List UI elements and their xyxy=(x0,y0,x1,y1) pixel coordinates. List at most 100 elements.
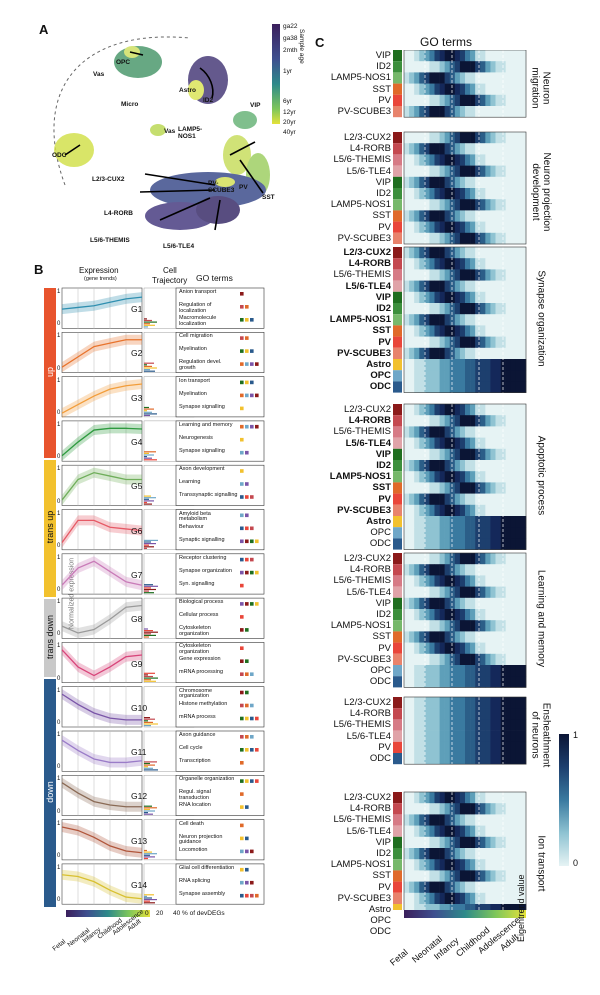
go-cell-swatch xyxy=(245,805,249,809)
heatmap-cell xyxy=(454,336,461,349)
heatmap-cell xyxy=(480,303,486,315)
heatmap-cell xyxy=(444,291,451,304)
celltype-row-label: LAMP5-NOS1 xyxy=(330,620,391,632)
heatmap-cell xyxy=(520,314,527,326)
heatmap-cell xyxy=(404,291,410,304)
heatmap-cell xyxy=(475,892,481,905)
heatmap-cell xyxy=(480,336,486,349)
heatmap-cell xyxy=(429,381,435,393)
heatmap-cell xyxy=(505,143,512,155)
celltype-color-tag xyxy=(393,94,402,106)
celltype-color-tag xyxy=(393,825,402,837)
heatmap-cell xyxy=(470,132,476,144)
heatmap-cell xyxy=(495,336,501,349)
heatmap-cell xyxy=(459,132,466,144)
heatmap-cell xyxy=(409,199,415,211)
heatmap-cell xyxy=(434,221,440,234)
heatmap-cell xyxy=(419,620,425,632)
go-cell-swatch xyxy=(245,867,249,872)
heatmap-cell xyxy=(510,538,517,550)
heatmap-cell xyxy=(409,314,415,326)
go-term-label: Behaviour xyxy=(179,523,204,530)
heatmap-cell xyxy=(454,132,461,144)
heatmap-cell xyxy=(475,165,481,178)
heatmap-cell xyxy=(414,792,420,804)
heatmap-cell xyxy=(510,892,517,905)
go-term-label: Cytoskeleton organization xyxy=(179,643,211,656)
heatmap-cell xyxy=(434,609,440,621)
heatmap-cell xyxy=(470,460,476,472)
heatmap-cell xyxy=(465,504,471,517)
trajectory-bar xyxy=(144,767,153,769)
heatmap-cell xyxy=(419,504,425,517)
go-cell-swatch xyxy=(240,779,244,783)
trajectory-bar xyxy=(144,680,156,682)
go-cell-swatch xyxy=(240,893,244,898)
heatmap-cell xyxy=(429,359,435,371)
heatmap-cell xyxy=(414,188,420,200)
heatmap-cell xyxy=(465,72,471,84)
heatmap-cell xyxy=(465,210,471,222)
trajectory-bar xyxy=(144,764,155,766)
heatmap-cell xyxy=(515,697,522,709)
trajectory-bar xyxy=(144,717,150,719)
heatmap-cell xyxy=(409,719,415,731)
heatmap-cell xyxy=(454,597,461,610)
heatmap-cell xyxy=(444,631,451,643)
heatmap-cell xyxy=(495,697,501,709)
celltype-color-tag xyxy=(393,437,402,449)
heatmap-cell xyxy=(454,881,461,894)
trajectory-bar xyxy=(144,636,149,638)
heatmap-cell xyxy=(475,708,481,720)
heatmap-cell xyxy=(490,575,496,587)
heatmap-cell xyxy=(449,143,456,155)
heatmap-cell xyxy=(485,516,491,528)
heatmap-cell xyxy=(495,83,501,96)
heatmap-cell xyxy=(490,527,496,539)
trajectory-bar xyxy=(144,812,148,814)
heatmap-cell xyxy=(439,381,445,393)
heatmap-cell xyxy=(409,336,415,349)
heatmap-cell xyxy=(459,176,466,189)
heatmap-cell xyxy=(454,586,461,599)
heatmap-cell xyxy=(495,859,501,871)
heatmap-cell xyxy=(454,448,461,461)
heatmap-cell xyxy=(520,176,527,189)
heatmap-cell xyxy=(495,165,501,178)
heatmap-cell xyxy=(480,516,486,528)
heatmap-cell xyxy=(434,848,440,860)
heatmap-cell xyxy=(520,719,527,731)
heatmap-cell xyxy=(515,730,522,743)
heatmap-cell xyxy=(434,448,440,461)
heatmap-cell xyxy=(454,381,461,393)
heatmap-cell xyxy=(414,61,420,73)
heatmap-cell xyxy=(414,280,420,293)
heatmap-cell xyxy=(480,870,486,882)
heatmap-cell xyxy=(465,314,471,326)
heatmap-cell xyxy=(495,836,501,849)
heatmap-cell xyxy=(454,493,461,506)
heatmap-cell xyxy=(465,609,471,621)
module-id: G14 xyxy=(131,880,148,891)
heatmap-cell xyxy=(475,61,481,73)
heatmap-cell xyxy=(465,50,471,62)
heatmap-cell xyxy=(419,188,425,200)
heatmap-cell xyxy=(505,631,512,643)
heatmap-cell xyxy=(439,753,445,765)
heatmap-cell xyxy=(505,642,512,655)
heatmap-cell xyxy=(449,132,456,144)
heatmap-cell xyxy=(520,730,527,743)
trajectory-bar xyxy=(144,630,153,632)
heatmap-cell xyxy=(414,504,420,517)
heatmap-cell xyxy=(470,336,476,349)
heatmap-cell xyxy=(470,188,476,200)
heatmap-cell xyxy=(414,881,420,894)
panel-b-letter: B xyxy=(34,262,44,277)
heatmap-cell xyxy=(515,336,522,349)
bar-axis-20: 20 xyxy=(156,910,164,917)
heatmap-cell xyxy=(505,347,512,360)
heatmap-cell xyxy=(419,564,425,576)
celltype-row-label: L5/6-TLE4 xyxy=(346,730,391,742)
heatmap-cell xyxy=(480,154,486,166)
module-trend-line xyxy=(61,874,143,900)
